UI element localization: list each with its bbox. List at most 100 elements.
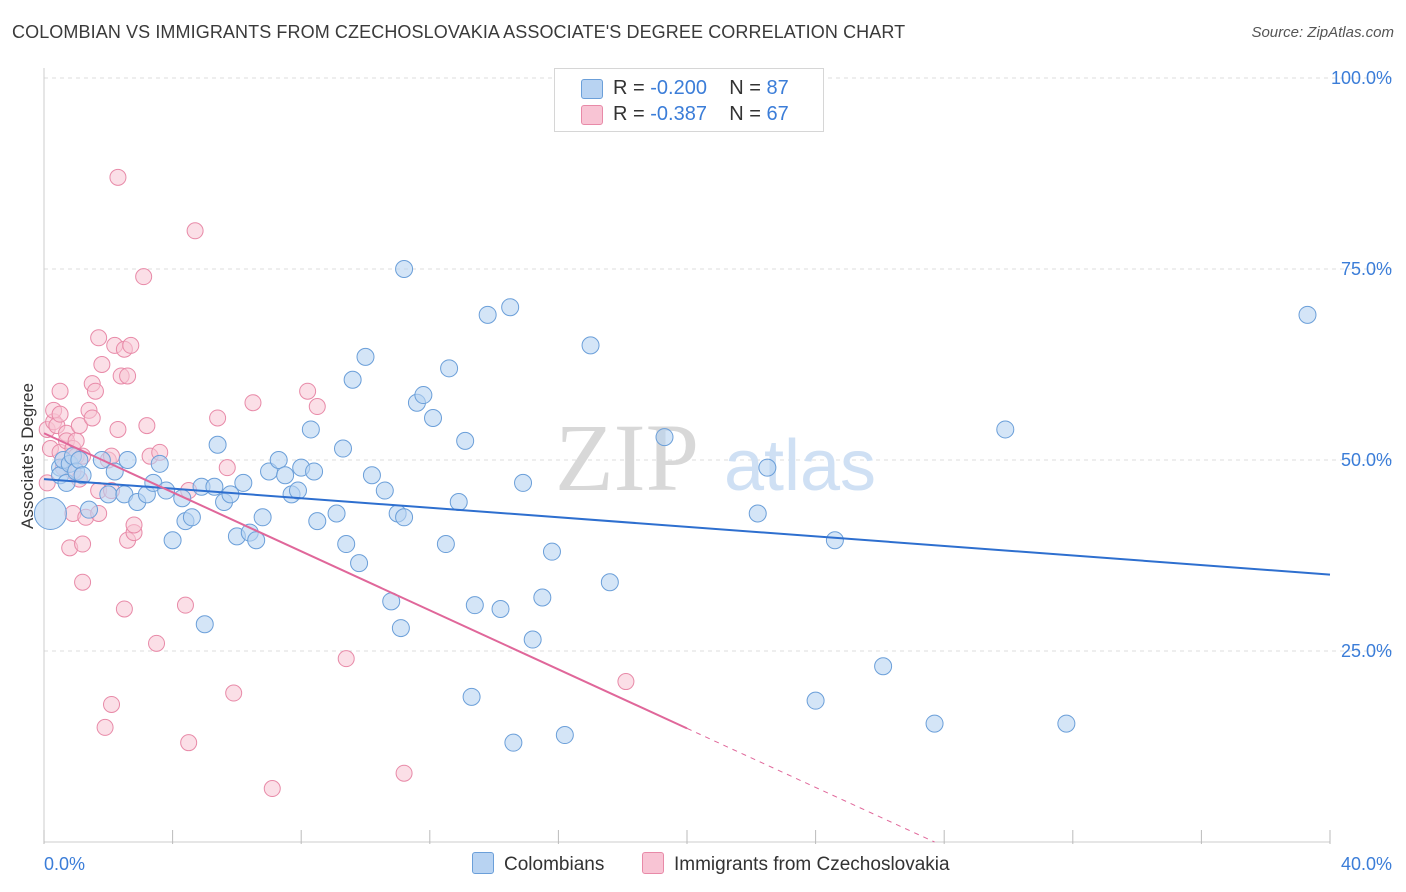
data-point-czechoslovakia (218, 459, 236, 477)
data-point-colombians (33, 496, 67, 530)
data-point-colombians (327, 504, 346, 523)
data-point-colombians (491, 599, 510, 618)
data-point-czechoslovakia (125, 516, 143, 534)
data-point-colombians (825, 531, 844, 550)
data-point-czechoslovakia (299, 382, 317, 400)
data-point-colombians (350, 554, 369, 573)
data-point-colombians (395, 508, 414, 527)
data-point-czechoslovakia (135, 268, 153, 286)
source-label: Source: ZipAtlas.com (1251, 24, 1394, 41)
data-point-colombians (465, 596, 484, 615)
data-point-czechoslovakia (74, 573, 92, 591)
data-point-colombians (343, 370, 362, 389)
data-point-czechoslovakia (308, 398, 326, 416)
data-point-colombians (1057, 714, 1076, 733)
x-tick-label: 0.0% (44, 854, 85, 874)
data-point-czechoslovakia (70, 417, 88, 435)
data-point-colombians (57, 473, 76, 492)
data-point-colombians (73, 466, 92, 485)
data-point-czechoslovakia (86, 382, 104, 400)
trend-line-czechoslovakia-extrapolated (686, 727, 935, 843)
data-point-czechoslovakia (148, 634, 166, 652)
data-point-czechoslovakia (225, 684, 243, 702)
data-point-czechoslovakia (244, 394, 262, 412)
data-point-colombians (234, 473, 253, 492)
data-point-colombians (925, 714, 944, 733)
data-point-czechoslovakia (109, 168, 127, 186)
y-tick-label: 100.0% (1331, 68, 1392, 88)
data-point-colombians (523, 630, 542, 649)
data-point-colombians (208, 435, 227, 454)
data-point-colombians (395, 260, 414, 278)
watermark-atlas: atlas (724, 426, 876, 506)
bottom-legend-czechoslovakia[interactable]: Immigrants from Czechoslovakia (642, 852, 950, 876)
legend-swatch-blue (581, 79, 603, 99)
data-point-colombians (157, 481, 176, 500)
data-point-czechoslovakia (51, 382, 69, 400)
data-point-colombians (308, 512, 327, 531)
data-point-colombians (542, 542, 561, 561)
data-point-colombians (501, 298, 520, 317)
data-point-czechoslovakia (74, 535, 92, 553)
legend-r-value: -0.387 (650, 103, 707, 125)
legend-n-label: N = (729, 77, 761, 99)
data-point-colombians (533, 588, 552, 607)
data-point-czechoslovakia (119, 367, 137, 385)
data-point-colombians (269, 451, 288, 469)
data-point-colombians (173, 489, 192, 508)
data-point-colombians (758, 458, 777, 477)
legend-swatch-pink (642, 852, 664, 874)
data-point-colombians (456, 431, 475, 450)
data-point-czechoslovakia (209, 409, 227, 427)
data-point-colombians (555, 726, 574, 745)
data-point-colombians (436, 535, 455, 554)
legend-r-value: -0.200 (650, 77, 707, 99)
data-point-colombians (195, 615, 214, 634)
data-point-colombians (362, 466, 381, 485)
data-point-colombians (276, 466, 295, 485)
legend-label-czechoslovakia: Immigrants from Czechoslovakia (674, 854, 950, 875)
data-point-colombians (581, 336, 600, 355)
data-point-czechoslovakia (51, 405, 69, 423)
data-point-czechoslovakia (337, 650, 355, 668)
data-point-colombians (391, 619, 410, 638)
legend-label-colombians: Colombians (504, 854, 605, 875)
data-point-colombians (478, 305, 497, 324)
data-point-colombians (655, 428, 674, 447)
data-point-colombians (504, 733, 523, 752)
data-point-czechoslovakia (90, 329, 108, 347)
data-point-colombians (288, 481, 307, 500)
legend-swatch-pink (581, 105, 603, 125)
y-tick-label: 25.0% (1341, 641, 1392, 661)
data-point-colombians (806, 691, 825, 710)
data-point-colombians (118, 451, 137, 469)
data-point-colombians (748, 504, 767, 523)
series-czechoslovakia-points (38, 168, 635, 798)
data-point-colombians (600, 573, 619, 592)
legend-r-label: R = (613, 103, 645, 125)
data-point-colombians (1298, 305, 1317, 324)
trend-lines (43, 432, 1331, 843)
trend-line-colombians (43, 478, 1331, 576)
data-point-colombians (449, 493, 468, 512)
data-point-colombians (414, 386, 433, 405)
legend-n-label: N = (729, 103, 761, 125)
data-point-colombians (150, 454, 169, 473)
data-point-colombians (70, 451, 89, 469)
data-point-colombians (424, 408, 443, 427)
data-point-colombians (99, 485, 118, 504)
data-point-colombians (514, 473, 533, 492)
x-tick-label: 40.0% (1341, 854, 1392, 874)
y-tick-label: 50.0% (1341, 450, 1392, 470)
data-point-czechoslovakia (103, 695, 121, 713)
tick-labels: 100.0% 75.0% 50.0% 25.0% 0.0% 40.0% (44, 68, 1392, 874)
data-point-czechoslovakia (176, 596, 194, 614)
data-point-colombians (337, 535, 356, 554)
data-point-colombians (305, 462, 324, 481)
data-point-colombians (440, 359, 459, 378)
legend-n-value: 87 (766, 77, 789, 99)
bottom-legend-colombians[interactable]: Colombians (472, 852, 604, 876)
data-point-colombians (163, 531, 182, 550)
data-point-colombians (182, 508, 201, 527)
data-point-czechoslovakia (96, 718, 114, 736)
